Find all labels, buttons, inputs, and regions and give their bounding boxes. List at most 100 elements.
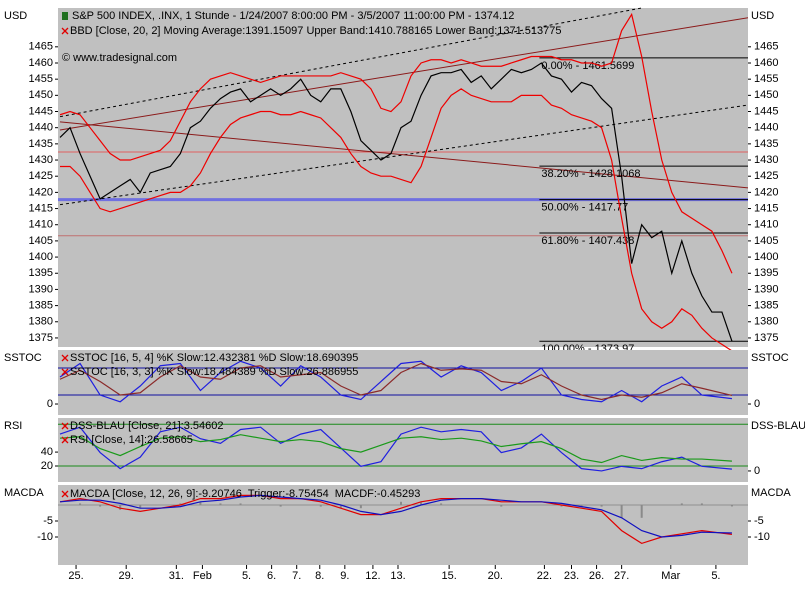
trend-line (59, 7, 642, 118)
fib-label: 38.20% - 1428.1068 (541, 168, 640, 180)
y-tick-label: -5 (43, 515, 53, 527)
series-line (59, 494, 733, 545)
series-line (60, 88, 733, 352)
y-tick-label-right: -5 (754, 515, 764, 527)
legend-icon (61, 422, 69, 430)
y-tick-label-right: 1425 (754, 170, 778, 182)
y-tick-label-right: 1395 (754, 267, 778, 279)
y-tick-label-right: 1405 (754, 235, 778, 247)
y-tick-label: 1385 (29, 300, 53, 312)
y-tick-label-right: 1465 (754, 41, 778, 53)
y-tick-label-right: 0 (754, 398, 760, 410)
y-tick-label-right: 1380 (754, 316, 778, 328)
x-tick-label: 26. (589, 570, 604, 582)
axis-label-right: SSTOC (751, 352, 789, 364)
histogram-bar (339, 505, 342, 509)
y-tick-label: 1460 (29, 57, 53, 69)
histogram-bar (359, 505, 362, 509)
y-tick-label-right: 1435 (754, 138, 778, 150)
histogram-bar (730, 505, 733, 507)
series-line (59, 494, 732, 538)
histogram-bar (440, 503, 443, 505)
histogram-bar (620, 505, 623, 518)
y-tick-label: 0 (47, 398, 53, 410)
y-tick-label-right: 1455 (754, 73, 778, 85)
y-tick-label: 1400 (29, 251, 53, 263)
axis-label: SSTOC (4, 352, 42, 364)
histogram-bar (500, 505, 503, 507)
histogram-bar (680, 503, 683, 505)
y-tick-label: 1405 (29, 235, 53, 247)
panel-background (58, 350, 748, 415)
legend-icon (61, 436, 69, 444)
x-tick-label: 22. (537, 570, 552, 582)
histogram-bar (600, 505, 603, 507)
axis-label-right: USD (751, 10, 774, 22)
y-tick-label: 1430 (29, 154, 53, 166)
x-tick-label: Mar (661, 570, 680, 582)
y-tick-label: 1415 (29, 202, 53, 214)
y-tick-label: 1420 (29, 186, 53, 198)
axis-label: MACDA (4, 487, 44, 499)
indicator-legend: SSTOC [16, 3, 3] %K Slow:18.484389 %D Sl… (70, 366, 358, 378)
trend-line (59, 17, 749, 131)
histogram-bar (239, 503, 242, 505)
x-tick-label: 15. (441, 570, 456, 582)
indicator-legend: MACDF:-0.45293 (335, 488, 421, 500)
panel-background (58, 8, 748, 347)
annotation: © www.tradesignal.com (62, 52, 177, 64)
y-tick-label-right: 1430 (754, 154, 778, 166)
y-tick-label: 1375 (29, 332, 53, 344)
histogram-bar (139, 505, 142, 509)
y-tick-label: 1455 (29, 73, 53, 85)
histogram-bar (179, 503, 182, 505)
chart-title: S&P 500 INDEX, .INX, 1 Stunde - 1/24/200… (72, 10, 514, 22)
x-tick-label: 9. (340, 570, 349, 582)
series-line (59, 362, 733, 401)
y-tick-label: 1435 (29, 138, 53, 150)
y-tick-label: 1410 (29, 219, 53, 231)
x-tick-label: 6. (267, 570, 276, 582)
x-tick-label: 25. (68, 570, 83, 582)
y-tick-label: 1445 (29, 105, 53, 117)
series-line (59, 12, 733, 274)
axis-label-right: MACDA (751, 487, 791, 499)
x-tick-label: 27. (614, 570, 629, 582)
x-tick-label: 5. (242, 570, 251, 582)
y-tick-label: 1395 (29, 267, 53, 279)
indicator-legend: SSTOC [16, 5, 4] %K Slow:12.432381 %D Sl… (70, 352, 358, 364)
series-line (59, 426, 733, 472)
axis-label: RSI (4, 420, 22, 432)
legend-icon (61, 490, 69, 498)
x-tick-label: Feb (193, 570, 212, 582)
x-tick-label: 7. (292, 570, 301, 582)
fib-label: 61.80% - 1407.438 (541, 235, 634, 247)
histogram-bar (420, 501, 423, 505)
indicator-legend: BBD [Close, 20, 2] Moving Average:1391.1… (70, 25, 562, 37)
histogram-bar (580, 505, 583, 507)
x-tick-label: 23. (564, 570, 579, 582)
title-icon (62, 12, 68, 20)
y-tick-label-right: 1420 (754, 186, 778, 198)
x-tick-label: 20. (488, 570, 503, 582)
indicator-legend: MACDA [Close, 12, 26, 9]:-9.20746 (70, 488, 242, 500)
x-tick-label: 8. (315, 570, 324, 582)
legend-icon (61, 368, 69, 376)
series-line (59, 62, 733, 342)
y-tick-label-right: 1450 (754, 89, 778, 101)
legend-icon (61, 354, 69, 362)
y-tick-label-right: 1400 (754, 251, 778, 263)
trend-line (59, 104, 749, 206)
histogram-bar (560, 505, 563, 507)
histogram-bar (700, 503, 703, 505)
x-tick-label: 13. (390, 570, 405, 582)
fib-label: 50.00% - 1417.77 (541, 201, 628, 213)
y-tick-label: 40 (41, 446, 53, 458)
axis-label-right: DSS-BLAU (751, 420, 805, 432)
fib-label: 0.00% - 1461.5699 (541, 60, 634, 72)
y-tick-label-right: 1440 (754, 122, 778, 134)
y-tick-label: 1450 (29, 89, 53, 101)
histogram-bar (399, 501, 402, 505)
y-tick-label-right: 1460 (754, 57, 778, 69)
